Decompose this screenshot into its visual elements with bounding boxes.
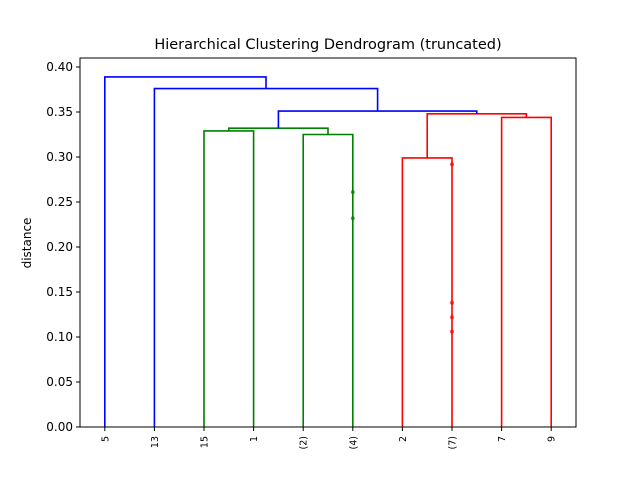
leaf-label-5: (4) <box>348 436 359 449</box>
y-tick-label-0: 0.00 <box>46 420 73 434</box>
leaf-label-6: 2 <box>398 436 409 442</box>
link-2 <box>302 133 354 427</box>
chart-title: Hierarchical Clustering Dendrogram (trun… <box>154 37 501 53</box>
y-tick-label-6: 0.30 <box>46 150 73 164</box>
leaf-label-3: 1 <box>249 436 260 442</box>
truncation-marker-4 <box>450 300 454 305</box>
y-tick-label-8: 0.40 <box>46 60 73 74</box>
truncation-markers <box>350 162 454 334</box>
truncation-marker-1 <box>350 190 355 195</box>
x-axis: 5 13 15 1 (2) (4) 2 (7) 7 9 <box>100 427 558 449</box>
truncation-marker-5 <box>450 162 454 167</box>
y-tick-label-7: 0.35 <box>46 105 73 119</box>
dendrogram-links <box>104 76 553 427</box>
link-7 <box>153 87 379 427</box>
truncation-marker-2 <box>450 329 454 334</box>
y-tick-label-5: 0.25 <box>46 195 73 209</box>
leaf-label-7: (7) <box>448 436 459 449</box>
link-8 <box>104 76 267 427</box>
leaf-label-9: 9 <box>547 436 558 442</box>
link-3 <box>500 116 553 427</box>
y-axis: 0.00 0.05 0.10 0.15 0.20 0.25 0.30 0.35 0.40 <box>46 60 80 434</box>
y-tick-label-4: 0.20 <box>46 240 73 254</box>
plot-frame <box>79 57 577 428</box>
link-0 <box>203 130 255 427</box>
y-axis-label: distance <box>20 218 34 269</box>
y-tick-label-1: 0.05 <box>46 375 73 389</box>
link-5 <box>426 113 528 158</box>
leaf-label-1: 13 <box>150 436 161 448</box>
leaf-label-2: 15 <box>200 436 211 448</box>
truncation-marker-3 <box>450 315 454 320</box>
y-tick-label-3: 0.15 <box>46 285 73 299</box>
leaf-label-0: 5 <box>100 436 111 442</box>
leaf-label-4: (2) <box>299 436 310 449</box>
leaf-label-8: 7 <box>497 436 508 442</box>
link-1 <box>401 157 453 427</box>
y-tick-label-2: 0.10 <box>46 330 73 344</box>
truncation-marker-0 <box>350 216 355 221</box>
